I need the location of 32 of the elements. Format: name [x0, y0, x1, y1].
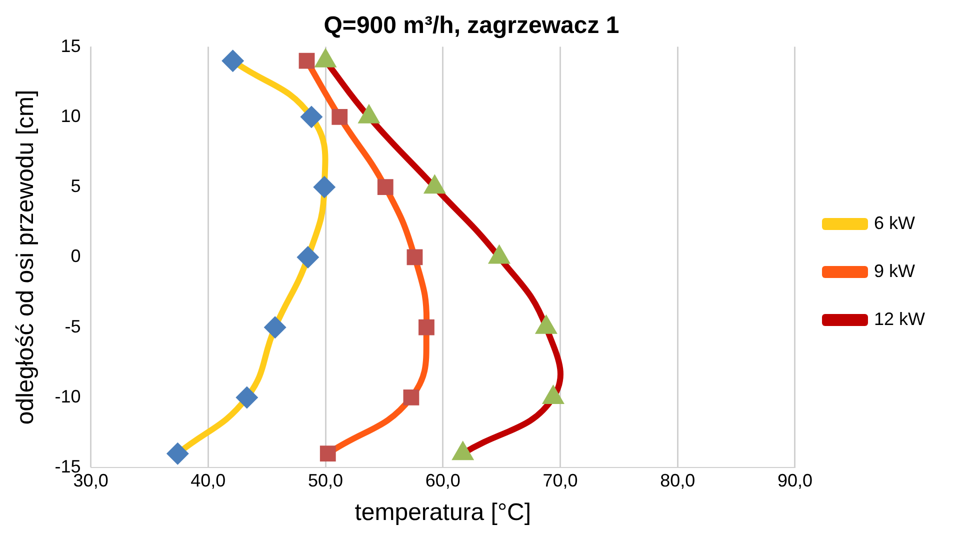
y-tick-label: 5 [70, 176, 81, 196]
legend-label: 6 kW [874, 212, 916, 233]
y-tick-label: 10 [60, 106, 81, 126]
point [406, 249, 423, 266]
point [236, 387, 257, 408]
x-tick-label: 90,0 [777, 470, 813, 490]
point [320, 446, 336, 462]
chart-title: Q=900 m³/h, zagrzewacz 1 [324, 12, 620, 40]
legend-label: 12 kW [874, 308, 926, 329]
point [301, 106, 322, 127]
point [403, 390, 420, 406]
y-tick-label: -5 [64, 316, 81, 336]
x-tick-label: 60,0 [425, 470, 460, 490]
x-axis-title: temperatura [°C] [354, 499, 532, 526]
point [314, 177, 334, 198]
x-tick-label: 80,0 [660, 470, 696, 490]
point [168, 444, 188, 464]
point [222, 50, 243, 71]
legend-label: 9 kW [874, 260, 916, 281]
point [418, 319, 434, 336]
x-tick-label: 50,0 [308, 470, 344, 490]
point [377, 179, 394, 196]
y-tick-label: 15 [60, 36, 81, 56]
y-tick-label: -10 [54, 386, 81, 406]
y-axis-title: odległość od osi przewodu [cm] [12, 90, 40, 425]
x-tick-label: 40,0 [190, 470, 226, 490]
point [298, 247, 318, 268]
y-tick-label: 0 [70, 246, 81, 266]
point [298, 52, 315, 69]
point [332, 108, 348, 125]
x-tick-label: 70,0 [542, 470, 578, 490]
point [265, 317, 286, 338]
